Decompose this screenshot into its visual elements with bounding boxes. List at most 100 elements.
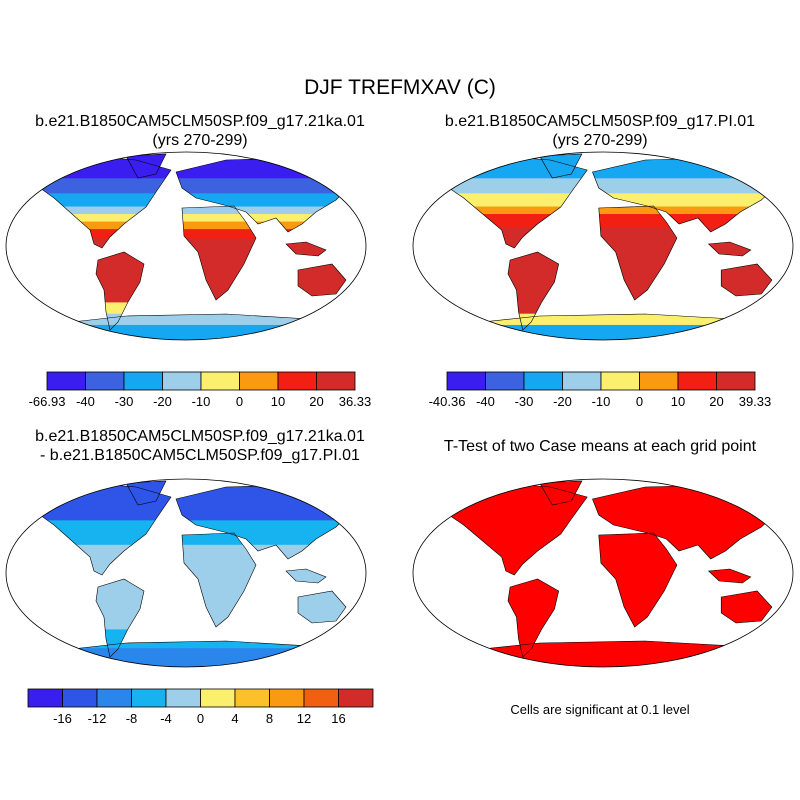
panel-title-difference: b.e21.B1850CAM5CLM50SP.f09_g17.21ka.01 -…: [0, 427, 400, 465]
colorbar-box: [85, 371, 125, 391]
colorbar-box: [523, 371, 563, 391]
map-boundary: [412, 151, 794, 341]
panel-title-ttest: T-Test of two Case means at each grid po…: [400, 437, 800, 456]
temperature-band: [36, 520, 356, 546]
map-boundary: [5, 478, 367, 668]
colorbar-box: [485, 371, 525, 391]
coastline: [285, 568, 327, 584]
colorbar-tick-label: -40: [476, 394, 495, 409]
panel-title-line: b.e21.B1850CAM5CLM50SP.f09_g17.21ka.01: [35, 428, 365, 445]
colorbar-tick-label: 8: [266, 711, 273, 726]
colorbar-tick-label: -10: [592, 394, 611, 409]
coastline: [598, 532, 678, 628]
temperature-band: [444, 206, 783, 215]
coastline: [125, 480, 167, 506]
colorbar-tick-label: 0: [197, 711, 204, 726]
colorbar-box: [716, 371, 756, 391]
colorbar-tick-label: 10: [271, 394, 285, 409]
colorbar-tick-label: -40: [76, 394, 95, 409]
temperature-band: [444, 324, 783, 340]
temperature-band: [444, 214, 783, 228]
figure-title: DJF TREFMXAV (C): [304, 76, 496, 99]
colorbar-box: [277, 371, 317, 391]
colorbar-box: [562, 371, 602, 391]
colorbar-tick-label: 12: [297, 711, 311, 726]
colorbar-box: [677, 371, 717, 391]
colorbar-tick-label: 39.33: [739, 394, 772, 409]
coastline: [35, 155, 172, 249]
colorbar-tick-label: 20: [309, 394, 323, 409]
colorbar-tick-label: 16: [331, 711, 345, 726]
panel-title-case2: b.e21.B1850CAM5CLM50SP.f09_g17.PI.01 (yr…: [400, 112, 800, 150]
coastline: [720, 590, 773, 624]
temperature-band: [36, 302, 356, 315]
colorbar-box: [123, 371, 163, 391]
colorbar-box: [234, 688, 270, 708]
temperature-band: [36, 178, 356, 194]
colorbar-box: [200, 371, 240, 391]
coastline: [297, 590, 347, 624]
panel-title-line: b.e21.B1850CAM5CLM50SP.f09_g17.PI.01: [444, 113, 756, 130]
colorbar-tick-label: -20: [553, 394, 572, 409]
temperature-band: [36, 324, 356, 340]
panel-title-line: T-Test of two Case means at each grid po…: [443, 438, 757, 455]
colorbar-tick-label: -16: [53, 711, 72, 726]
colorbar-box: [131, 688, 167, 708]
colorbar-box: [200, 688, 236, 708]
colorbar-difference: -16 -12 -8 -4 0 4 8 12 16: [27, 688, 374, 726]
colorbar-tick-label: -12: [88, 711, 107, 726]
colorbar-tick-label: 20: [709, 394, 723, 409]
colorbar-tick-label: 0: [636, 394, 643, 409]
map-boundary: [412, 478, 794, 668]
coastline: [707, 568, 752, 584]
colorbar-box: [46, 371, 86, 391]
temperature-band: [36, 206, 356, 215]
temperature-band: [36, 648, 356, 667]
colorbar-box: [239, 371, 279, 391]
coastline: [707, 241, 752, 257]
colorbar-case2: -40.36 -40 -30 -20 -10 0 10 20 39.33: [429, 371, 772, 409]
temperature-band: [36, 481, 356, 521]
colorbar-tick-label: 0: [236, 394, 243, 409]
panel-title-line: (yrs 270-299): [152, 132, 248, 149]
colorbar-tick-label: -66.93: [29, 394, 66, 409]
colorbar-tick-label: -30: [115, 394, 134, 409]
colorbar-tick-label: -8: [126, 711, 138, 726]
temperature-band: [36, 629, 356, 649]
temperature-band: [36, 214, 356, 223]
panel-title-line: b.e21.B1850CAM5CLM50SP.f09_g17.21ka.01: [35, 113, 365, 130]
coastline: [95, 578, 145, 658]
coastline: [507, 578, 560, 658]
colorbar-tick-label: 36.33: [339, 394, 372, 409]
colorbar-tick-label: -30: [515, 394, 534, 409]
temperature-band: [444, 193, 783, 208]
coastline: [35, 482, 172, 576]
map-panel-case2: [412, 151, 794, 341]
land-fill: [444, 154, 783, 340]
colorbar-tick-label: 10: [671, 394, 685, 409]
colorbar-box: [269, 688, 305, 708]
coastline: [125, 153, 167, 179]
temperature-band: [444, 178, 783, 194]
temperature-band: [36, 544, 356, 574]
colorbar-case1: -66.93 -40 -30 -20 -10 0 10 20 36.33: [29, 371, 372, 409]
map-panel-ttest: [412, 478, 794, 668]
coastline: [181, 532, 257, 628]
land-fill: [36, 154, 356, 340]
colorbar-box: [165, 688, 201, 708]
panel-title-case1: b.e21.B1850CAM5CLM50SP.f09_g17.21ka.01 (…: [0, 112, 400, 150]
coastline: [297, 263, 347, 297]
temperature-band: [36, 193, 356, 208]
temperature-band: [36, 229, 356, 239]
coastline: [539, 480, 583, 506]
colorbar-box: [446, 371, 486, 391]
temperature-band: [444, 227, 783, 315]
colorbar-box: [338, 688, 374, 708]
coastline: [285, 241, 327, 257]
colorbar-box: [27, 688, 63, 708]
temperature-band: [36, 221, 356, 230]
colorbar-box: [62, 688, 98, 708]
map-boundary: [5, 151, 367, 341]
significance-fill: [444, 481, 783, 667]
